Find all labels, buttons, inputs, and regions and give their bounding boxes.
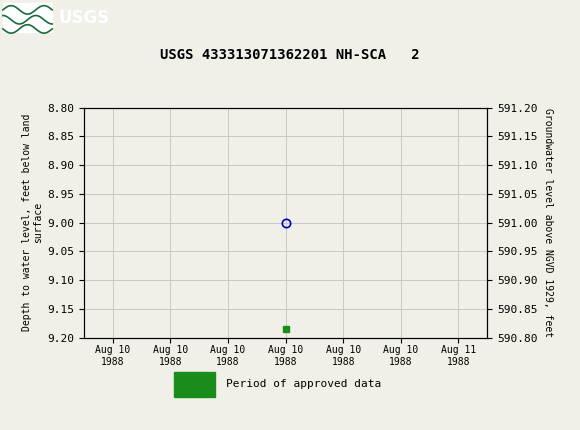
Text: Period of approved data: Period of approved data: [226, 379, 382, 389]
FancyBboxPatch shape: [3, 3, 52, 32]
Text: USGS 433313071362201 NH-SCA   2: USGS 433313071362201 NH-SCA 2: [160, 48, 420, 62]
Text: USGS: USGS: [58, 9, 109, 27]
Y-axis label: Depth to water level, feet below land
surface: Depth to water level, feet below land su…: [21, 114, 44, 331]
Y-axis label: Groundwater level above NGVD 1929, feet: Groundwater level above NGVD 1929, feet: [543, 108, 553, 337]
Bar: [174, 372, 215, 396]
